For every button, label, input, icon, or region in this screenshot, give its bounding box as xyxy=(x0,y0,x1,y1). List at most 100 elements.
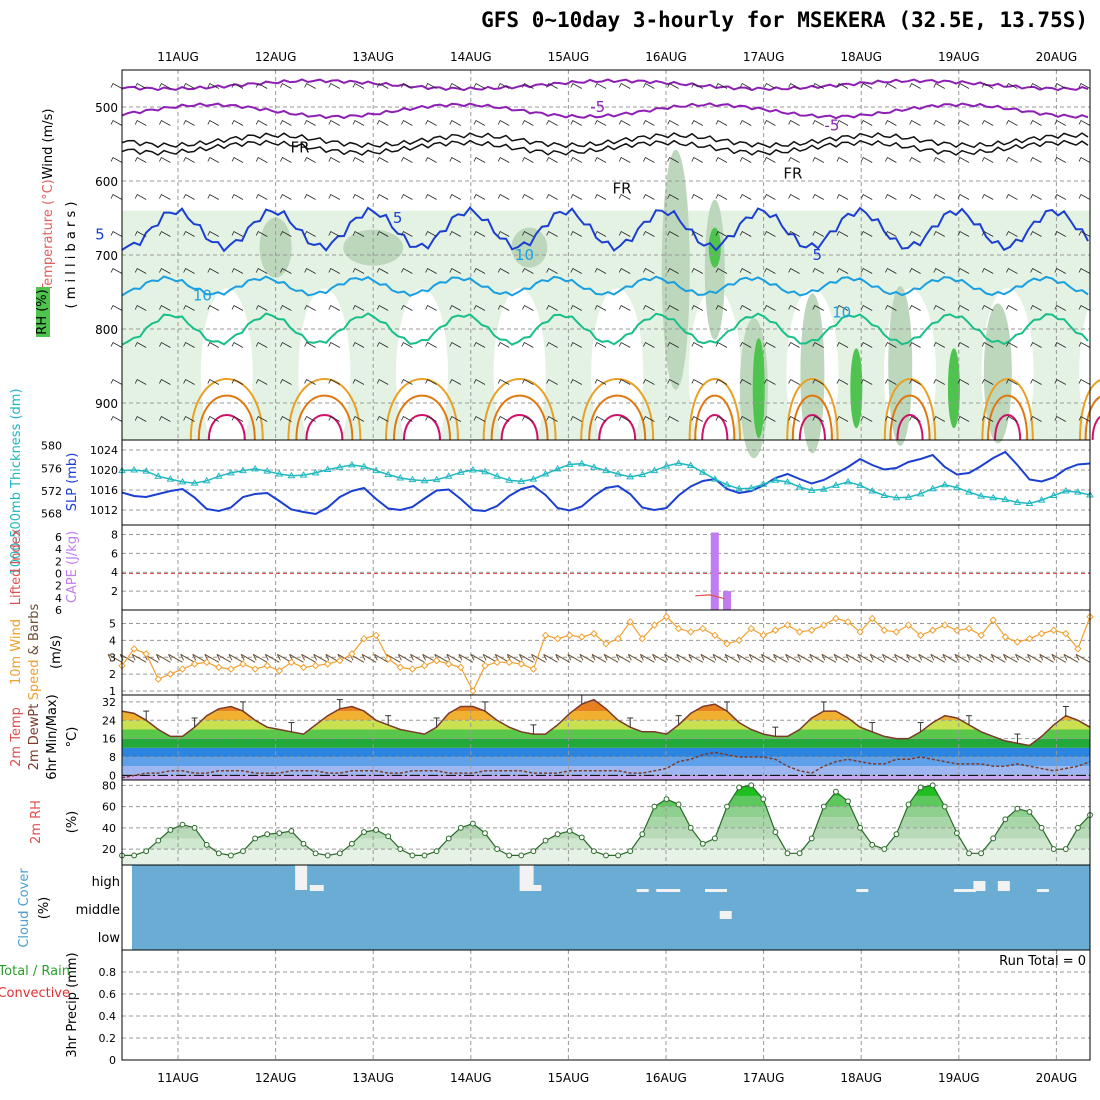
wind-speed-point xyxy=(202,658,211,667)
wind-barb xyxy=(522,230,534,237)
wind-barb xyxy=(643,341,655,348)
rh-tick-label: 80 xyxy=(102,779,116,792)
wind-barb xyxy=(255,267,268,274)
wind-barb xyxy=(933,341,945,348)
wind-barb xyxy=(1054,341,1066,348)
rh-point xyxy=(675,801,682,808)
wind-barb-10m xyxy=(906,653,921,663)
rh-point xyxy=(869,841,876,848)
wind-barb xyxy=(449,415,461,422)
wind-barb xyxy=(159,230,171,237)
wind-barb xyxy=(304,267,316,274)
wind-speed-point xyxy=(420,661,429,670)
wind-barb xyxy=(909,119,921,126)
wind-barb xyxy=(304,341,316,348)
cloud-gap xyxy=(636,889,649,892)
wind-barb xyxy=(546,341,558,348)
wind-barb xyxy=(522,119,534,126)
thickness-ylabel: 1000-500mb Thickness (dm) xyxy=(9,388,24,575)
rh-point xyxy=(530,848,537,855)
wind-barb xyxy=(739,304,752,311)
wind-barb xyxy=(667,193,679,200)
wind-barb xyxy=(328,82,340,89)
rh-point xyxy=(1050,846,1057,852)
wind-tick-label: 1 xyxy=(109,685,116,698)
rh-saturated-area xyxy=(850,348,863,429)
thickness-point xyxy=(335,463,344,470)
wind-barb xyxy=(207,82,219,89)
wind-barb xyxy=(909,156,921,163)
rh-point xyxy=(445,835,452,842)
wind-barb xyxy=(522,341,534,348)
wind-barb xyxy=(497,119,510,126)
wind-speed-point xyxy=(360,634,368,643)
cape-bar xyxy=(723,591,731,610)
wind-barb-10m xyxy=(785,653,800,663)
wind-barb xyxy=(715,415,728,422)
thickness-point xyxy=(481,467,489,475)
wind-barb xyxy=(909,378,921,385)
wind-barb xyxy=(957,378,970,385)
wind-barb xyxy=(473,267,486,274)
thickness-point xyxy=(819,485,828,492)
thickness-point xyxy=(904,493,913,500)
wind-barb xyxy=(1054,193,1066,200)
wind-barb xyxy=(1030,82,1042,89)
wind-speed-point xyxy=(541,631,550,640)
wind-barb xyxy=(497,304,510,311)
warm-isotherm xyxy=(588,394,647,441)
wind-barb xyxy=(570,341,582,348)
wind-barb xyxy=(594,230,607,237)
wind-barb xyxy=(1030,415,1042,422)
wind-speed-point xyxy=(444,660,453,668)
wind-barb xyxy=(280,230,292,237)
wind-barb xyxy=(739,193,752,200)
wind-speed-point xyxy=(820,621,828,629)
wind-barb xyxy=(957,119,970,126)
warm-isotherm xyxy=(1084,396,1100,441)
wind-barb xyxy=(449,82,461,89)
rh-dry-core xyxy=(493,288,546,459)
wind-barb xyxy=(618,415,631,422)
wind-barb xyxy=(957,193,970,200)
rh-moist-area xyxy=(511,227,548,268)
bottom-date-label: 14AUG xyxy=(450,1071,492,1085)
wind-speed-point xyxy=(190,660,199,668)
wind-barb xyxy=(134,82,147,89)
wind-barb xyxy=(376,82,389,89)
thickness-point xyxy=(166,475,175,482)
cloud-gap xyxy=(529,885,542,891)
rh-band xyxy=(122,838,1090,850)
wind-barb-10m xyxy=(591,653,607,663)
wind-barb-10m xyxy=(918,653,933,663)
wind-barb xyxy=(1078,230,1091,237)
wind-barb xyxy=(691,304,703,311)
thickness-point xyxy=(239,466,247,474)
wind-barb xyxy=(255,193,268,200)
warm-isotherm xyxy=(688,378,741,441)
wind-barb xyxy=(570,119,582,126)
thickness-point xyxy=(674,459,683,466)
wind-barb xyxy=(280,267,292,274)
cloud-level-label: high xyxy=(92,875,120,890)
thickness-point xyxy=(650,466,659,474)
thickness-point xyxy=(844,477,852,485)
wind-barb xyxy=(594,304,607,311)
isotherms xyxy=(121,78,1100,441)
thickness-tick-label: 568 xyxy=(41,508,62,521)
wind-barb-10m xyxy=(567,653,583,663)
wind-barb xyxy=(885,82,897,89)
wind-barb xyxy=(812,156,824,163)
thickness-point xyxy=(1049,491,1058,499)
wind-barb xyxy=(788,230,800,237)
wind-barb xyxy=(231,304,244,311)
thickness-point xyxy=(759,480,768,487)
wind-barb xyxy=(1006,82,1018,89)
thickness-point xyxy=(251,464,259,472)
wind-barb xyxy=(497,82,510,89)
wind-barb xyxy=(546,415,558,422)
rh-point xyxy=(361,829,367,835)
wind-barb xyxy=(981,341,994,348)
lifted-index-tick-label: 0 xyxy=(55,568,62,581)
rh-point xyxy=(724,803,730,810)
